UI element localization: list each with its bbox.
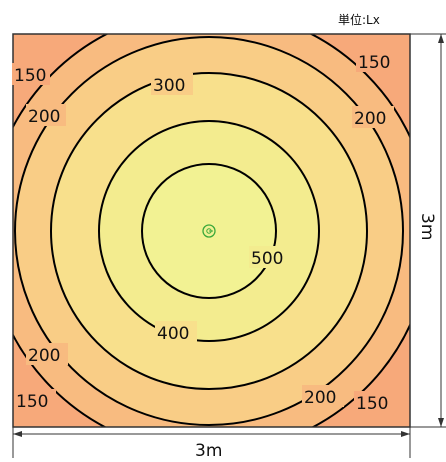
unit-label: 単位:Lx (338, 12, 380, 27)
label-150-top-left: 150 (14, 66, 46, 86)
label-200-top-right: 200 (354, 109, 386, 129)
label-bg (356, 50, 396, 72)
label-bg (354, 391, 396, 413)
label-200-top-left: 200 (28, 107, 60, 127)
label-bg (12, 63, 50, 85)
label-400: 400 (157, 324, 189, 344)
luminaire-symbol-icon (202, 224, 216, 238)
label-300: 300 (153, 76, 185, 96)
label-500: 500 (251, 249, 283, 269)
width-dimension-label: 3m (195, 441, 222, 461)
label-bg (14, 389, 56, 411)
label-150-bottom-left: 150 (16, 392, 48, 412)
label-bg (26, 104, 66, 126)
label-bg (302, 385, 344, 407)
height-dimension: 3m (410, 33, 446, 428)
label-150-bottom-right: 150 (356, 394, 388, 414)
label-200-bottom-right: 200 (304, 388, 336, 408)
label-200-bottom-left: 200 (28, 346, 60, 366)
label-150-top-right: 150 (358, 53, 390, 73)
contour-line-200 (14, 36, 404, 426)
label-bg (155, 321, 197, 343)
room-frame (12, 33, 411, 428)
width-dimension: 3m (12, 427, 411, 461)
label-bg (352, 106, 394, 128)
contour-labels: 150 150 200 200 300 500 400 200 150 200 … (12, 50, 396, 414)
contour-line-500 (141, 163, 277, 299)
label-bg (26, 343, 68, 365)
label-bg (249, 246, 291, 268)
contour-line-300 (50, 72, 368, 390)
label-bg (151, 73, 193, 95)
height-dimension-label: 3m (417, 213, 437, 240)
contour-line-400 (98, 120, 320, 342)
